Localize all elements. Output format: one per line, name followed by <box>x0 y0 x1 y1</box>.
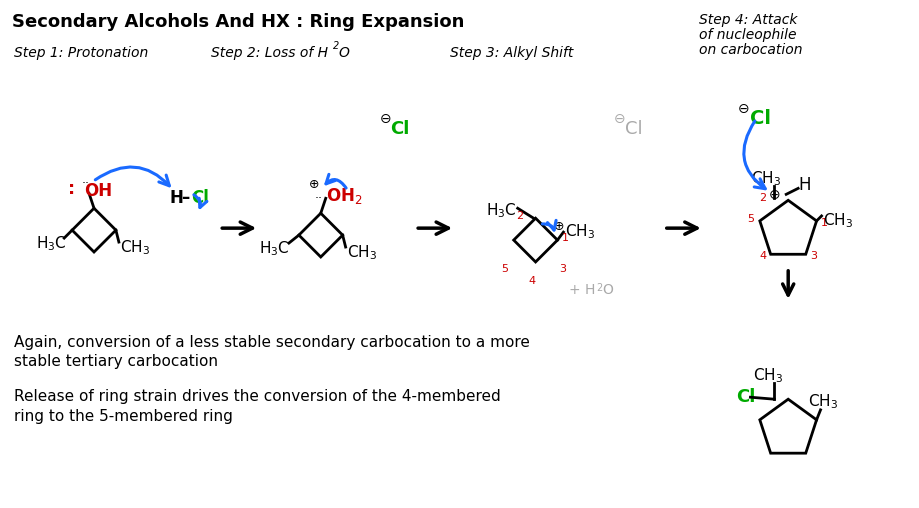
Text: ring to the 5-membered ring: ring to the 5-membered ring <box>15 409 233 424</box>
Text: Secondary Alcohols And HX : Ring Expansion: Secondary Alcohols And HX : Ring Expansi… <box>13 13 464 31</box>
Text: H$_3$C: H$_3$C <box>36 235 67 253</box>
Text: Step 4: Attack: Step 4: Attack <box>698 13 796 27</box>
Text: 4: 4 <box>759 251 766 261</box>
Text: Step 3: Alkyl Shift: Step 3: Alkyl Shift <box>449 46 573 60</box>
Text: CH$_3$: CH$_3$ <box>751 169 780 188</box>
Text: 5: 5 <box>500 264 507 274</box>
Text: Cl: Cl <box>624 120 642 138</box>
Text: CH$_3$: CH$_3$ <box>565 223 595 241</box>
Text: ⊕: ⊕ <box>767 188 779 202</box>
Text: stable tertiary carbocation: stable tertiary carbocation <box>15 355 218 369</box>
Text: 3: 3 <box>559 264 566 274</box>
Text: 1: 1 <box>561 233 568 243</box>
Text: Cl: Cl <box>390 120 409 138</box>
Text: O: O <box>338 46 349 60</box>
Text: OH: OH <box>84 182 112 200</box>
Text: ..: .. <box>82 173 90 186</box>
Text: 2: 2 <box>516 211 523 221</box>
Text: CH$_3$: CH$_3$ <box>119 239 150 258</box>
Text: –: – <box>181 189 189 207</box>
Text: 2: 2 <box>758 194 766 203</box>
Text: H: H <box>798 176 810 195</box>
Text: 4: 4 <box>528 276 535 286</box>
Text: H$_3$C: H$_3$C <box>485 201 516 219</box>
Text: :: : <box>67 180 74 198</box>
Text: ⊖: ⊖ <box>613 112 624 126</box>
Text: Cl: Cl <box>191 189 210 207</box>
Text: + H: + H <box>569 283 596 297</box>
Text: Cl: Cl <box>736 388 755 406</box>
Text: on carbocation: on carbocation <box>698 43 801 57</box>
Text: Step 2: Loss of H: Step 2: Loss of H <box>211 46 328 60</box>
Text: ⊕: ⊕ <box>308 178 319 191</box>
Text: Again, conversion of a less stable secondary carbocation to a more: Again, conversion of a less stable secon… <box>15 335 529 350</box>
Text: ..: .. <box>314 188 323 201</box>
Text: CH$_3$: CH$_3$ <box>753 366 782 385</box>
Text: 5: 5 <box>746 214 753 224</box>
Text: Release of ring strain drives the conversion of the 4-membered: Release of ring strain drives the conver… <box>15 389 501 404</box>
Text: CH$_3$: CH$_3$ <box>807 392 837 410</box>
Text: CH$_3$: CH$_3$ <box>346 244 377 262</box>
Text: H$_3$C: H$_3$C <box>259 240 289 259</box>
Text: 1: 1 <box>820 218 827 228</box>
Text: CH$_3$: CH$_3$ <box>823 211 852 230</box>
Text: OH$_2$: OH$_2$ <box>325 186 362 206</box>
Text: 3: 3 <box>809 251 816 261</box>
Text: ⊖: ⊖ <box>380 112 391 126</box>
Text: Cl: Cl <box>750 109 770 128</box>
Text: ⊖: ⊖ <box>737 102 748 116</box>
Text: of nucleophile: of nucleophile <box>698 28 795 42</box>
Text: H: H <box>169 189 183 207</box>
Text: Step 1: Protonation: Step 1: Protonation <box>15 46 149 60</box>
Text: 2: 2 <box>333 41 338 51</box>
Text: ⊕: ⊕ <box>553 219 564 233</box>
Text: 2: 2 <box>596 283 602 293</box>
Text: O: O <box>602 283 612 297</box>
